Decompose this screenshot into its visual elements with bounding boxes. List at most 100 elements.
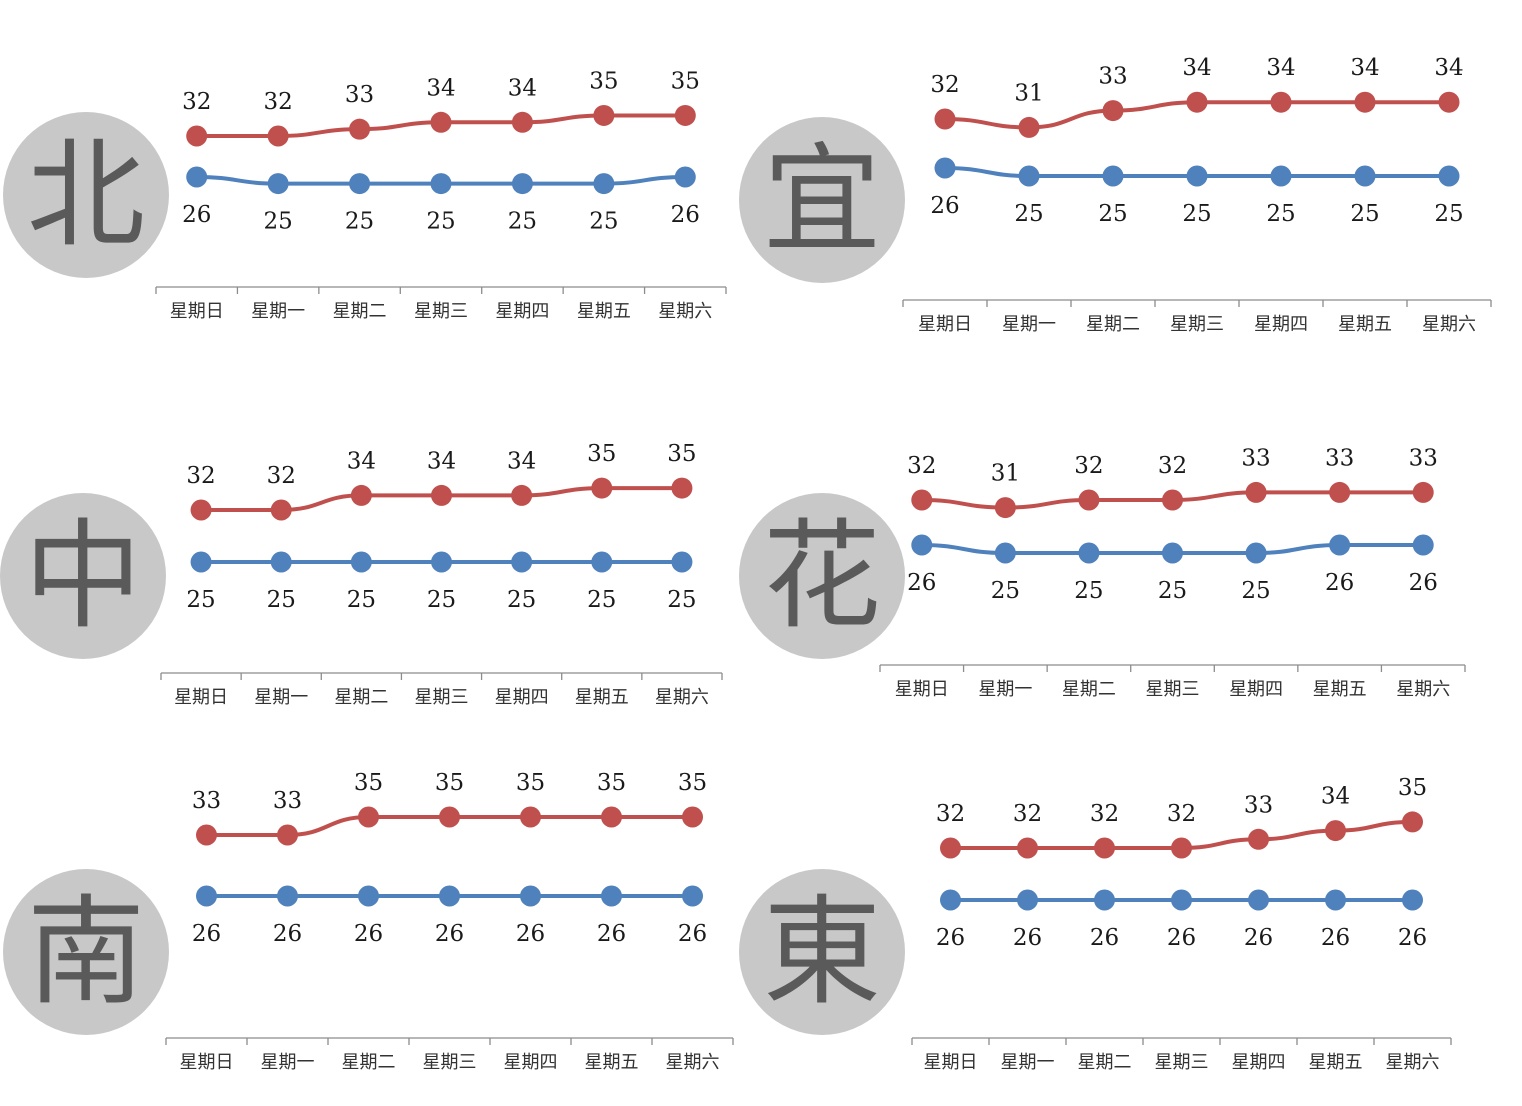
high-temp-point (591, 477, 613, 499)
x-tick-label: 星期二 (1062, 679, 1116, 700)
high-temp-point (358, 806, 379, 828)
low-temp-label: 25 (991, 578, 1020, 604)
region-name: 南 (27, 883, 145, 1021)
low-temp-point (1412, 534, 1434, 556)
region-badge (3, 869, 169, 1035)
high-temp-point (671, 477, 693, 499)
low-temp-label: 25 (508, 209, 537, 235)
low-temp-label: 25 (1434, 201, 1463, 227)
x-tick-label: 星期五 (575, 687, 629, 708)
low-temp-point (911, 534, 933, 556)
high-temp-label: 33 (1244, 792, 1273, 818)
high-temp-label: 34 (347, 448, 376, 474)
low-temp-point (1325, 889, 1346, 911)
x-tick-label: 星期六 (666, 1052, 720, 1073)
low-temp-label: 26 (1409, 570, 1438, 596)
low-temp-point (349, 173, 371, 195)
low-temp-point (1270, 165, 1292, 187)
low-temp-point (1171, 889, 1192, 911)
high-temp-label: 35 (435, 770, 464, 796)
region-badge (0, 493, 166, 659)
x-tick-label: 星期一 (261, 1052, 315, 1073)
low-temp-point (1078, 542, 1100, 564)
high-temp-label: 35 (587, 441, 616, 467)
low-temp-point (994, 542, 1016, 564)
high-temp-point (934, 108, 956, 130)
low-temp-label: 25 (667, 587, 696, 613)
low-temp-label: 25 (186, 587, 215, 613)
low-temp-point (671, 551, 693, 573)
high-temp-label: 32 (1167, 801, 1196, 827)
low-temp-point (591, 551, 613, 573)
high-temp-label: 32 (930, 72, 959, 98)
high-temp-label: 35 (667, 441, 696, 467)
low-temp-point (1094, 889, 1115, 911)
x-tick-label: 星期六 (658, 301, 712, 322)
high-temp-point (349, 118, 371, 140)
high-temp-label: 31 (1014, 80, 1043, 106)
high-temp-point (430, 111, 452, 133)
high-temp-label: 34 (426, 75, 455, 101)
low-temp-label: 26 (1398, 925, 1427, 951)
low-temp-label: 25 (267, 587, 296, 613)
x-tick-label: 星期日 (170, 301, 224, 322)
high-temp-label: 33 (1098, 64, 1127, 90)
x-tick-label: 星期四 (495, 687, 549, 708)
x-tick-label: 星期五 (585, 1052, 639, 1073)
low-temp-point (1402, 889, 1423, 911)
region-name: 花 (763, 507, 881, 645)
high-temp-label: 35 (671, 68, 700, 94)
high-temp-point (1329, 481, 1351, 503)
x-tick-label: 星期六 (1422, 314, 1476, 335)
x-tick-label: 星期六 (1386, 1052, 1440, 1073)
region-name: 中 (24, 507, 142, 645)
low-temp-point (430, 173, 452, 195)
high-temp-label: 34 (1321, 784, 1350, 810)
high-temp-label: 34 (1182, 55, 1211, 81)
x-tick-label: 星期四 (1232, 1052, 1286, 1073)
low-temp-label: 26 (678, 921, 707, 947)
high-temp-point (1270, 91, 1292, 113)
low-temp-point (270, 551, 292, 573)
high-temp-point (1094, 837, 1115, 859)
x-tick-label: 星期六 (655, 687, 709, 708)
x-tick-label: 星期一 (254, 687, 308, 708)
region-badge (739, 117, 905, 283)
high-temp-point (267, 125, 289, 147)
low-temp-point (674, 166, 696, 188)
low-temp-label: 26 (1013, 925, 1042, 951)
low-temp-point (511, 551, 533, 573)
high-temp-label: 33 (192, 788, 221, 814)
high-temp-point (270, 499, 292, 521)
low-temp-label: 26 (930, 193, 959, 219)
high-temp-point (277, 824, 298, 846)
high-temp-label: 33 (1241, 445, 1270, 471)
low-temp-point (190, 551, 212, 573)
x-tick-label: 星期一 (1001, 1052, 1055, 1073)
high-temp-point (1402, 811, 1423, 833)
low-temp-label: 26 (273, 921, 302, 947)
x-tick-label: 星期三 (414, 301, 468, 322)
low-temp-label: 25 (1074, 578, 1103, 604)
low-temp-point (439, 885, 460, 907)
high-temp-label: 34 (1434, 55, 1463, 81)
region-name: 東 (763, 883, 881, 1021)
low-temp-label: 26 (671, 202, 700, 228)
low-temp-point (682, 885, 703, 907)
low-temp-label: 25 (507, 587, 536, 613)
high-temp-label: 32 (182, 89, 211, 115)
low-temp-label: 26 (936, 925, 965, 951)
high-temp-point (1018, 116, 1040, 138)
low-temp-label: 25 (1098, 201, 1127, 227)
low-temp-label: 26 (354, 921, 383, 947)
region-name: 宜 (763, 131, 881, 269)
low-temp-label: 26 (1090, 925, 1119, 951)
low-temp-point (520, 885, 541, 907)
high-temp-label: 33 (1325, 445, 1354, 471)
low-temp-point (1248, 889, 1269, 911)
x-tick-label: 星期二 (1086, 314, 1140, 335)
high-temp-label: 34 (1350, 55, 1379, 81)
